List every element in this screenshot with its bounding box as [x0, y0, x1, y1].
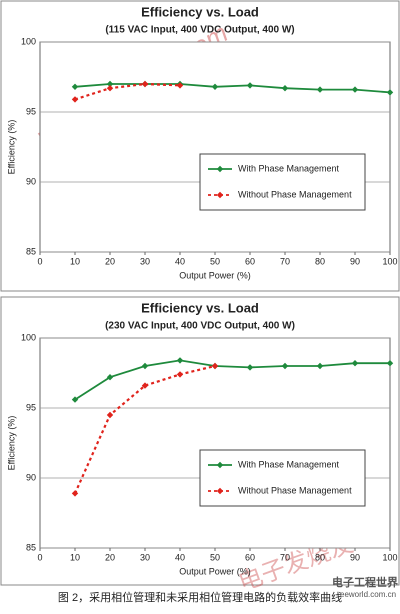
- x-tick-label: 70: [280, 552, 290, 562]
- x-tick-label: 100: [382, 552, 397, 562]
- data-point: [71, 83, 79, 90]
- y-tick-label: 85: [26, 246, 36, 256]
- legend-box: [199, 449, 366, 507]
- data-point: [176, 82, 184, 89]
- x-tick-label: 40: [175, 256, 185, 266]
- y-tick-label: 90: [26, 176, 36, 186]
- y-axis-label: Efficiency (%): [6, 416, 16, 471]
- data-point: [281, 85, 289, 92]
- data-point: [386, 89, 394, 96]
- legend-marker: [216, 165, 224, 173]
- x-tick-label: 80: [315, 552, 325, 562]
- series-line: [74, 82, 181, 101]
- x-tick-label: 80: [315, 256, 325, 266]
- x-tick-label: 100: [382, 256, 397, 266]
- chart-subtitle: (115 VAC Input, 400 VDC Output, 400 W): [105, 25, 294, 36]
- x-axis-label: Output Power (%): [179, 270, 251, 280]
- data-point: [106, 374, 114, 381]
- watermark: 电子工程世界: [332, 575, 398, 589]
- x-tick-label: 70: [280, 256, 290, 266]
- legend-label: With Phase Management: [238, 459, 340, 469]
- watermark: eeworld.com.cn: [340, 590, 396, 599]
- data-point: [176, 371, 184, 378]
- plot-area: [39, 337, 391, 549]
- y-tick-label: 85: [26, 542, 36, 552]
- legend-label: Without Phase Management: [238, 485, 352, 495]
- x-tick-label: 30: [140, 256, 150, 266]
- caption: 图 2，采用相位管理和未采用相位管理电路的负载效率曲线: [58, 590, 342, 604]
- x-tick-label: 50: [210, 256, 220, 266]
- y-tick-label: 95: [26, 106, 36, 116]
- legend-box: [199, 153, 366, 211]
- data-point: [106, 85, 114, 92]
- data-point: [141, 362, 149, 370]
- x-tick-label: 60: [245, 552, 255, 562]
- x-tick-label: 10: [70, 552, 80, 562]
- legend-marker: [216, 191, 224, 199]
- data-point: [71, 490, 79, 497]
- data-point: [316, 362, 324, 370]
- x-axis-label: Output Power (%): [179, 566, 251, 576]
- x-tick-label: 30: [140, 552, 150, 562]
- legend-label: With Phase Management: [238, 163, 340, 173]
- data-point: [281, 362, 289, 370]
- series-line: [73, 364, 216, 494]
- data-point: [71, 96, 79, 103]
- legend-marker: [216, 461, 224, 469]
- x-tick-label: 20: [105, 256, 115, 266]
- x-tick-label: 90: [350, 256, 360, 266]
- legend-marker: [216, 487, 224, 495]
- chart-subtitle: (230 VAC Input, 400 VDC Output, 400 W): [105, 321, 295, 332]
- data-point: [246, 82, 254, 89]
- series-line: [74, 359, 390, 401]
- y-axis-label: Efficiency (%): [6, 120, 16, 175]
- data-point: [386, 360, 394, 367]
- data-point: [71, 396, 79, 403]
- series-line: [74, 83, 391, 94]
- x-tick-label: 20: [105, 552, 115, 562]
- chart-title: Efficiency vs. Load: [141, 300, 259, 315]
- data-point: [141, 382, 149, 389]
- data-point: [211, 83, 219, 90]
- y-tick-label: 100: [21, 36, 36, 46]
- x-tick-label: 40: [175, 552, 185, 562]
- data-point: [176, 357, 184, 364]
- x-tick-label: 60: [245, 256, 255, 266]
- y-tick-label: 90: [26, 472, 36, 482]
- y-tick-label: 100: [21, 332, 36, 342]
- data-point: [351, 86, 359, 93]
- data-point: [211, 362, 219, 370]
- data-point: [316, 86, 324, 93]
- y-tick-label: 95: [26, 402, 36, 412]
- legend-label: Without Phase Management: [238, 189, 352, 199]
- data-point: [106, 80, 114, 88]
- data-point: [106, 411, 114, 419]
- chart-title: Efficiency vs. Load: [141, 4, 259, 19]
- x-tick-label: 90: [350, 552, 360, 562]
- x-tick-label: 10: [70, 256, 80, 266]
- data-point: [141, 80, 149, 88]
- x-tick-label: 50: [210, 552, 220, 562]
- data-point: [246, 364, 254, 371]
- x-tick-label: 0: [37, 256, 42, 266]
- plot-area: [39, 41, 391, 253]
- x-tick-label: 0: [37, 552, 42, 562]
- data-point: [351, 360, 359, 367]
